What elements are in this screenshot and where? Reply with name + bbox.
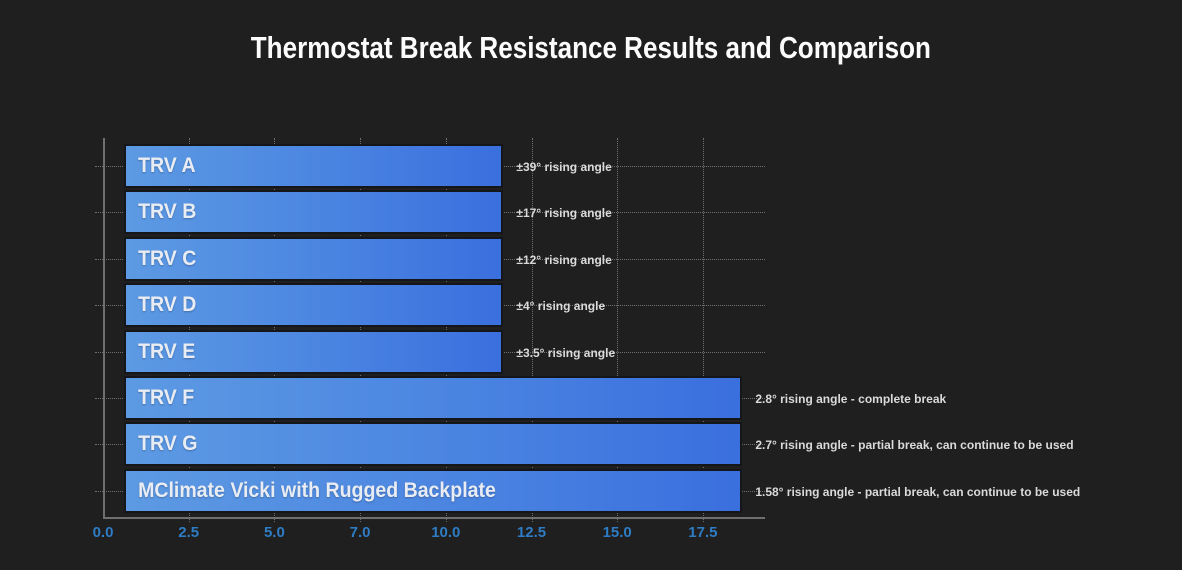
bar-annotation: ±3.5° rising angle (516, 345, 616, 360)
bar-annotation: ±12° rising angle (516, 252, 612, 267)
bar-label: TRV B (137, 200, 196, 224)
bar: TRV F (123, 376, 743, 420)
bar-label: TRV A (137, 154, 196, 177)
bar: MClimate Vicki with Rugged Backplate (123, 468, 743, 513)
bar-annotation: 2.7° rising angle - partial break, can c… (755, 438, 1074, 453)
x-tick-label: 15.0 (602, 524, 632, 541)
chart-title: Thermostat Break Resistance Results and … (250, 30, 932, 65)
bar: TRV E (123, 329, 504, 374)
bar: TRV A (123, 144, 504, 188)
v-gridline (617, 138, 619, 522)
bar-annotation: 2.8° rising angle - complete break (755, 392, 947, 406)
bar-label: TRV F (137, 386, 194, 409)
bar-annotation: ±39° rising angle (516, 160, 612, 174)
y-axis-line (103, 138, 105, 517)
x-tick-label: 17.5 (688, 524, 718, 541)
bar: TRV B (123, 190, 504, 235)
x-tick-label: 5.0 (263, 524, 285, 541)
bar: TRV D (123, 283, 504, 328)
x-tick-label: 0.0 (92, 524, 114, 541)
bar-label: TRV D (137, 293, 196, 317)
bar-label: TRV E (137, 339, 195, 363)
bar-label: TRV C (137, 246, 196, 270)
bar-label: MClimate Vicki with Rugged Backplate (137, 478, 496, 502)
bar-annotation: 1.58° rising angle - partial break, can … (755, 484, 1081, 499)
bar: TRV C (123, 236, 504, 281)
x-tick-label: 7.0 (349, 524, 371, 541)
bar-label: TRV G (137, 432, 197, 456)
bar-annotation: ±4° rising angle (516, 299, 606, 314)
x-axis-line (103, 517, 765, 519)
bar: TRV G (123, 422, 743, 467)
x-tick-label: 10.0 (431, 524, 461, 541)
x-tick-label: 12.5 (516, 524, 547, 541)
v-gridline (702, 138, 704, 522)
v-gridline (531, 138, 533, 522)
x-tick-label: 2.5 (178, 524, 200, 541)
bar-annotation: ±17° rising angle (516, 206, 612, 221)
